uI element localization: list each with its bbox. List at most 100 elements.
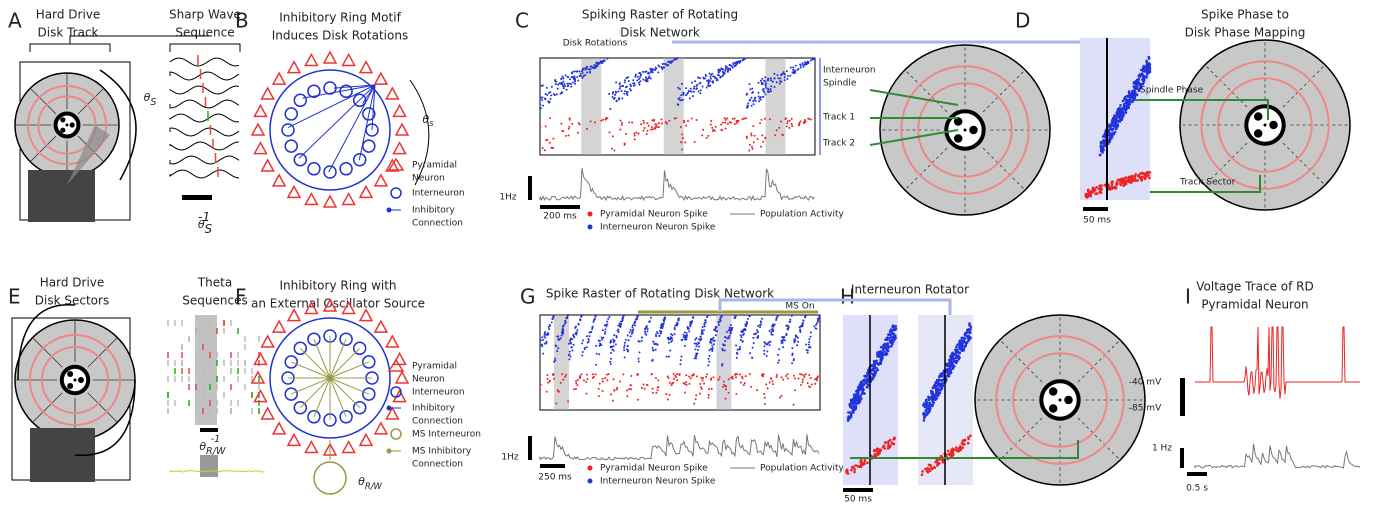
wave-band (200, 455, 218, 477)
spike (722, 72, 724, 74)
spike (631, 122, 633, 124)
spike (968, 336, 971, 339)
spike (871, 376, 874, 379)
spike (740, 382, 742, 384)
spike (1128, 99, 1131, 102)
spike (648, 125, 650, 127)
spike (770, 341, 772, 343)
spike (636, 316, 638, 318)
spike (633, 133, 635, 135)
spike (1135, 93, 1138, 96)
spike (574, 75, 576, 77)
spike (540, 344, 542, 346)
spike (720, 129, 722, 131)
spike (553, 361, 555, 363)
spike (1122, 100, 1125, 103)
spike (539, 406, 541, 408)
spike (867, 374, 870, 377)
spike (1119, 104, 1122, 107)
spike (675, 117, 677, 119)
rotation-band (554, 315, 569, 410)
label: Hard Drive (36, 8, 101, 22)
label: Disk Rotations (563, 39, 628, 49)
spike (800, 67, 802, 69)
hub-dot (78, 377, 84, 383)
spike (794, 338, 796, 340)
pyramidal (394, 353, 406, 364)
spike (931, 405, 934, 408)
spike (626, 91, 628, 93)
spike (585, 381, 587, 383)
spike (668, 377, 670, 379)
spike (592, 326, 594, 328)
spike (758, 82, 760, 84)
spike (571, 76, 573, 78)
spike (619, 83, 621, 85)
spike (759, 122, 761, 124)
spike (703, 382, 705, 384)
spike (730, 324, 732, 326)
pyramidal (252, 372, 264, 383)
label: Interneuron (412, 189, 465, 199)
label: Hard Drive (40, 276, 105, 290)
spike (694, 339, 696, 341)
spike (772, 383, 774, 385)
spike (630, 329, 632, 331)
spike (785, 375, 787, 377)
spike (579, 70, 581, 72)
spike (751, 105, 753, 107)
spike (627, 350, 629, 352)
spike (551, 86, 553, 88)
spike (657, 64, 659, 66)
spike (735, 315, 737, 317)
spike (710, 342, 712, 344)
spike (855, 390, 858, 393)
spike (859, 395, 862, 398)
voltage-trace (1195, 327, 1360, 399)
spike (617, 325, 619, 327)
spike (729, 121, 731, 123)
spike (655, 126, 657, 128)
spike (575, 380, 577, 382)
spike (776, 374, 778, 376)
spike (797, 337, 799, 339)
spike (571, 72, 573, 74)
pyramidal (288, 310, 300, 321)
spike (681, 83, 683, 85)
spike (1109, 136, 1112, 139)
spike (817, 318, 819, 320)
spike (778, 359, 780, 361)
spike (799, 326, 801, 328)
spike (556, 93, 558, 95)
spike (610, 358, 612, 360)
spike (860, 459, 863, 462)
spike (776, 129, 778, 131)
spike (747, 318, 749, 320)
spike (1132, 179, 1135, 182)
spike (566, 89, 568, 91)
spike (681, 133, 683, 135)
spike (644, 333, 646, 335)
spike (645, 327, 647, 329)
spike (575, 333, 577, 335)
spike (671, 384, 673, 386)
spike (679, 363, 681, 365)
spike (749, 373, 751, 375)
spike (809, 346, 811, 348)
spike (616, 336, 618, 338)
spike (609, 361, 611, 363)
spike (612, 96, 614, 98)
spike (636, 373, 638, 375)
spike (700, 92, 702, 94)
spike (635, 131, 637, 133)
spike (929, 405, 932, 408)
spike (787, 328, 789, 330)
theta-sub: R/W (365, 481, 383, 491)
hub-dot (1049, 404, 1058, 413)
spike (661, 68, 663, 70)
spike (773, 77, 775, 79)
spike (803, 66, 805, 68)
wave (170, 72, 239, 80)
spike (684, 142, 686, 144)
spike (681, 339, 683, 341)
